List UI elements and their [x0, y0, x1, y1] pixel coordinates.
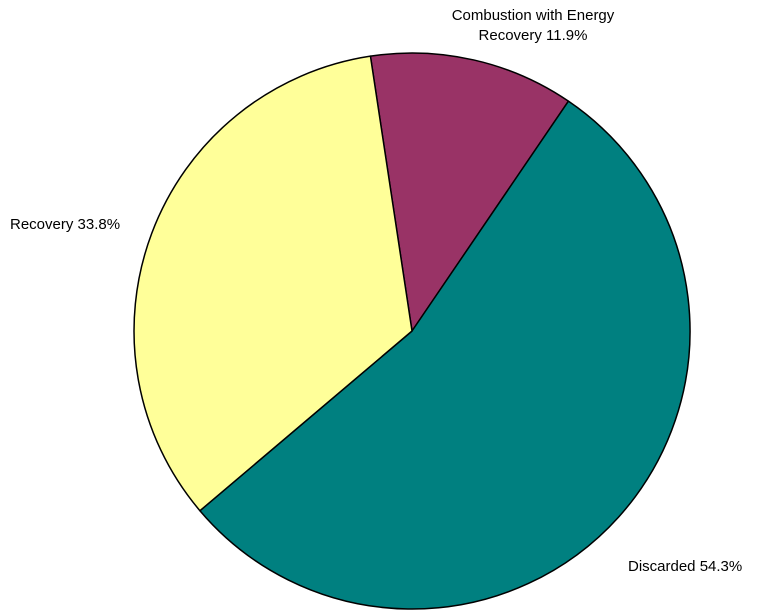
- pie-label-recovery: Recovery 33.8%: [10, 216, 120, 233]
- pie-slice-recovery: [133, 55, 413, 512]
- pie-slices: [133, 52, 691, 610]
- pie-slice-discarded: [199, 100, 691, 610]
- pie-label-line: Discarded 54.3%: [628, 558, 742, 575]
- pie-labels: Combustion with Energy Recovery 11.9% Disc…: [10, 7, 742, 575]
- pie-label-discarded: Discarded 54.3%: [628, 558, 742, 575]
- pie-slice-combustion-with-energy-recovery: [369, 52, 570, 332]
- pie-label-combustion-with-energy-recovery: Combustion with Energy Recovery 11.9%: [452, 7, 615, 44]
- pie-label-line: Recovery 33.8%: [10, 216, 120, 233]
- pie-label-line: Recovery 11.9%: [479, 27, 588, 44]
- pie-label-line: Combustion with Energy: [452, 7, 615, 24]
